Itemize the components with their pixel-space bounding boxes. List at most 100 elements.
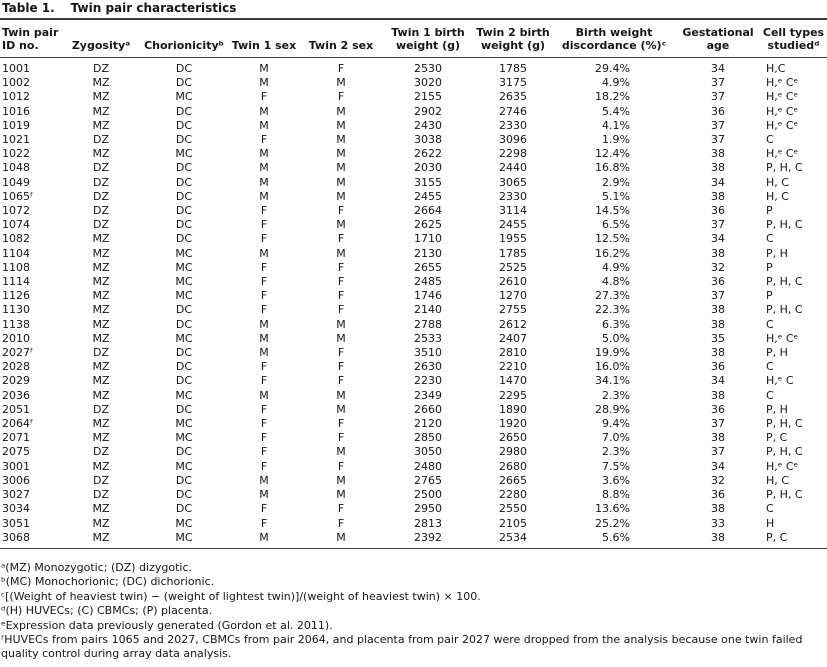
cell-twin-pair-id: 1022 xyxy=(2,147,30,161)
cell-gestational-age: 36 xyxy=(711,488,725,502)
table-row: 1019 MZ DC M M 2430 2330 4.1% 37 H,ᵉ Cᵉ xyxy=(0,119,827,133)
cell-birth-weight-discordance: 22.3% xyxy=(595,303,630,317)
cell-twin1-sex: F xyxy=(260,445,268,459)
cell-twin1-sex: F xyxy=(260,459,268,473)
table-row: 1104 MZ MC M M 2130 1785 16.2% 38 P, H xyxy=(0,247,827,261)
cell-twin1-birth-weight: 2455 xyxy=(414,189,442,203)
cell-birth-weight-discordance: 5.0% xyxy=(602,331,630,345)
cell-twin1-birth-weight: 3510 xyxy=(414,346,442,360)
cell-twin1-sex: F xyxy=(260,502,268,516)
cell-gestational-age: 37 xyxy=(711,417,725,431)
table-title: Twin pair characteristics xyxy=(70,1,237,15)
cell-gestational-age: 38 xyxy=(711,431,725,445)
cell-cell-types-studied: P, H, C xyxy=(766,445,803,459)
cell-twin2-sex: F xyxy=(337,374,345,388)
cell-twin2-birth-weight: 1955 xyxy=(499,232,527,246)
cell-birth-weight-discordance: 25.2% xyxy=(595,516,630,530)
cell-chorionicity: MC xyxy=(175,289,193,303)
cell-zygosity: MZ xyxy=(92,516,110,530)
cell-twin2-sex: M xyxy=(336,473,346,487)
cell-gestational-age: 36 xyxy=(711,402,725,416)
table-row: 3001 MZ MC F F 2480 2680 7.5% 34 H,ᵉ Cᵉ xyxy=(0,460,827,474)
footnote: ᵈ(H) HUVECs; (C) CBMCs; (P) placenta. xyxy=(1,604,213,618)
cell-twin2-birth-weight: 2280 xyxy=(499,488,527,502)
cell-twin2-birth-weight: 3096 xyxy=(499,133,527,147)
cell-chorionicity: DC xyxy=(175,303,193,317)
column-header: Twin 1 birth weight (g) xyxy=(382,18,474,58)
cell-twin1-sex: M xyxy=(259,331,269,345)
cell-twin1-birth-weight: 3038 xyxy=(414,133,442,147)
cell-twin-pair-id: 3068 xyxy=(0,530,62,549)
table-row: 1049 DZ DC M M 3155 3065 2.9% 34 H, C xyxy=(0,176,827,190)
cell-birth-weight-discordance: 2.9% xyxy=(602,175,630,189)
cell-zygosity: DZ xyxy=(92,161,109,175)
cell-birth-weight-discordance: 2.3% xyxy=(602,388,630,402)
column-header: Zygosityᵃ xyxy=(62,18,140,58)
cell-twin2-birth-weight: 2650 xyxy=(499,431,527,445)
cell-gestational-age: 34 xyxy=(711,459,725,473)
cell-twin2-sex: F xyxy=(337,260,345,274)
cell-twin-pair-id: 2075 xyxy=(2,445,30,459)
cell-twin1-sex: M xyxy=(259,488,269,502)
cell-twin1-birth-weight: 2140 xyxy=(414,303,442,317)
cell-zygosity: MZ xyxy=(92,417,110,431)
column-header: Gestational age xyxy=(676,18,760,58)
cell-twin-pair-id: 2064ᶠ xyxy=(2,417,34,431)
cell-twin1-birth-weight: 2950 xyxy=(414,502,442,516)
cell-twin2-sex: F xyxy=(337,459,345,473)
cell-twin2-sex: M xyxy=(336,175,346,189)
cell-twin-pair-id: 1130 xyxy=(2,303,30,317)
cell-birth-weight-discordance: 16.2% xyxy=(595,246,630,260)
cell-twin1-birth-weight: 2130 xyxy=(414,246,442,260)
cell-twin2-birth-weight: 1270 xyxy=(499,289,527,303)
table-row: 3051 MZ MC F F 2813 2105 25.2% 33 H xyxy=(0,517,827,531)
cell-chorionicity: DC xyxy=(175,473,193,487)
cell-cell-types-studied: P, C xyxy=(760,530,827,549)
cell-zygosity: DZ xyxy=(92,445,109,459)
cell-twin2-birth-weight: 2980 xyxy=(499,445,527,459)
cell-twin2-birth-weight: 1470 xyxy=(499,374,527,388)
cell-twin2-sex: M xyxy=(336,104,346,118)
cell-cell-types-studied: H,ᵉ Cᵉ xyxy=(766,147,799,161)
cell-birth-weight-discordance: 14.5% xyxy=(595,204,630,218)
cell-twin2-birth-weight: 2612 xyxy=(499,317,527,331)
table-row: 1072 DZ DC F F 2664 3114 14.5% 36 P xyxy=(0,204,827,218)
cell-birth-weight-discordance: 5.4% xyxy=(602,104,630,118)
cell-twin1-birth-weight: 1710 xyxy=(414,232,442,246)
twin-pair-characteristics-table: Twin pair ID no. Zygosityᵃ Chorionicityᵇ Tw… xyxy=(0,18,827,549)
cell-gestational-age: 32 xyxy=(711,473,725,487)
table-row: 3006 DZ DC M M 2765 2665 3.6% 32 H, C xyxy=(0,474,827,488)
cell-chorionicity: DC xyxy=(175,346,193,360)
cell-twin-pair-id: 1019 xyxy=(2,118,30,132)
cell-twin1-sex: M xyxy=(259,388,269,402)
cell-twin-pair-id: 2051 xyxy=(2,402,30,416)
cell-twin2-sex: M xyxy=(336,76,346,90)
cell-twin-pair-id: 1065ᶠ xyxy=(2,189,34,203)
cell-twin2-birth-weight: 2635 xyxy=(499,90,527,104)
cell-twin2-birth-weight: 2330 xyxy=(499,118,527,132)
table-row: 1082 MZ DC F F 1710 1955 12.5% 34 C xyxy=(0,232,827,246)
table-row: 2071 MZ MC F F 2850 2650 7.0% 38 P, C xyxy=(0,431,827,445)
table-row: 1130 MZ DC F F 2140 2755 22.3% 38 P, H, … xyxy=(0,303,827,317)
cell-gestational-age: 37 xyxy=(711,289,725,303)
cell-twin1-sex: F xyxy=(260,133,268,147)
cell-twin1-birth-weight: 2664 xyxy=(414,204,442,218)
cell-chorionicity: DC xyxy=(175,133,193,147)
cell-chorionicity: DC xyxy=(175,175,193,189)
cell-chorionicity: MC xyxy=(175,459,193,473)
cell-birth-weight-discordance: 1.9% xyxy=(602,133,630,147)
cell-gestational-age: 38 xyxy=(711,388,725,402)
cell-twin1-sex: M xyxy=(259,161,269,175)
cell-twin1-sex: F xyxy=(260,275,268,289)
table-row: 2075 DZ DC F M 3050 2980 2.3% 37 P, H, C xyxy=(0,445,827,459)
cell-twin-pair-id: 2036 xyxy=(2,388,30,402)
cell-chorionicity: MC xyxy=(175,516,193,530)
cell-birth-weight-discordance: 27.3% xyxy=(595,289,630,303)
cell-zygosity: DZ xyxy=(92,346,109,360)
table-row: 1138 MZ DC M M 2788 2612 6.3% 38 C xyxy=(0,318,827,332)
cell-gestational-age: 37 xyxy=(711,133,725,147)
cell-zygosity: MZ xyxy=(92,431,110,445)
cell-cell-types-studied: H,C xyxy=(766,62,786,75)
table-row: 1126 MZ MC F F 1746 1270 27.3% 37 P xyxy=(0,289,827,303)
